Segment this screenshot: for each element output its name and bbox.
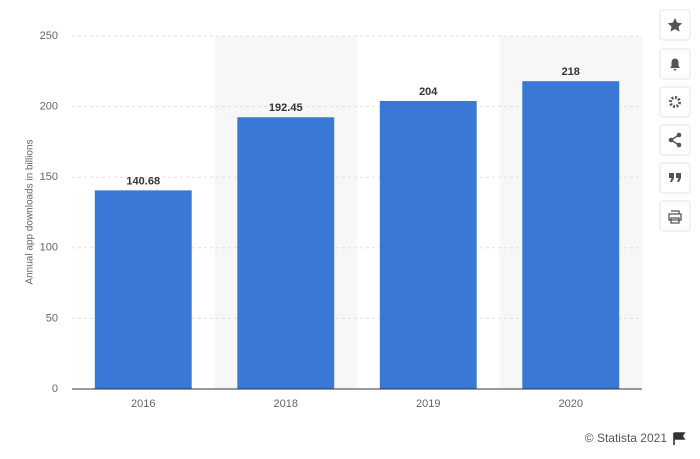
bar (237, 117, 335, 390)
print-icon (668, 210, 682, 224)
quote-icon (669, 173, 681, 182)
value-label: 140.68 (126, 175, 160, 187)
x-tick-label: 2018 (274, 398, 298, 410)
value-label: 218 (562, 66, 580, 78)
share-icon (668, 132, 682, 148)
y-tick-label: 100 (40, 242, 58, 254)
cite-button[interactable] (659, 162, 691, 194)
settings-button[interactable] (659, 86, 691, 118)
y-tick-label: 250 (40, 30, 58, 42)
bar (379, 100, 477, 390)
y-axis-label: Annual app downloads in billions (25, 139, 36, 284)
star-icon (667, 18, 683, 32)
y-tick-label: 200 (40, 101, 58, 113)
value-label: 192.45 (269, 102, 303, 114)
gear-icon (669, 96, 681, 108)
bell-icon (670, 58, 680, 71)
y-tick-label: 0 (52, 383, 58, 395)
bar (522, 81, 620, 390)
y-tick-label: 50 (46, 312, 58, 324)
share-button[interactable] (659, 124, 691, 156)
toolbar (659, 9, 691, 232)
y-tick-label: 150 (40, 171, 58, 183)
x-tick-label: 2016 (131, 398, 155, 410)
print-button[interactable] (659, 200, 691, 232)
value-label: 204 (419, 86, 438, 98)
bar (94, 190, 192, 389)
x-tick-label: 2019 (416, 398, 440, 410)
flag-icon[interactable] (673, 432, 686, 445)
x-tick-label: 2020 (559, 398, 583, 410)
credit: © Statista 2021 (585, 431, 668, 445)
